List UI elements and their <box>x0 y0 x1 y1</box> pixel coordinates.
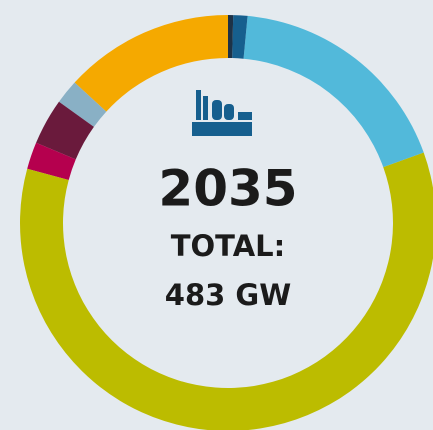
center-label: TOTAL: <box>171 229 286 263</box>
donut-segment <box>58 82 107 127</box>
donut-segment <box>228 15 234 59</box>
center-year: 2035 <box>158 160 297 218</box>
factory-icon <box>192 90 252 136</box>
donut-segment <box>27 142 76 180</box>
center-total: 483 GW <box>165 278 291 312</box>
donut-segment <box>36 101 94 160</box>
donut-segment <box>20 152 433 430</box>
donut-segment <box>74 15 228 112</box>
donut-segment <box>232 15 248 59</box>
donut-segment <box>243 15 424 168</box>
